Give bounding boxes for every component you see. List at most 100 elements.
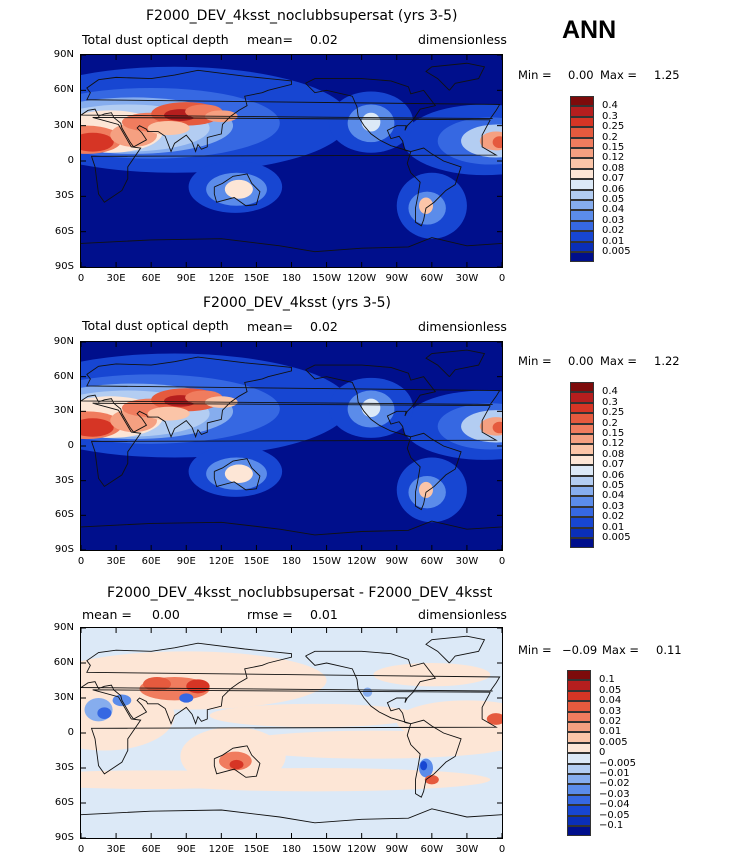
panel-1-map	[80, 54, 503, 268]
coastline	[90, 402, 498, 488]
colorbar-label: 0.02	[599, 716, 622, 727]
y-tick-label: 90N	[53, 49, 74, 60]
field-contour	[179, 693, 194, 703]
colorbar-label: −0.03	[599, 788, 630, 800]
coastline	[425, 635, 486, 664]
colorbar-label: 0.15	[602, 428, 625, 439]
panel-2-units: dimensionless	[418, 319, 507, 334]
colorbar-swatch	[567, 826, 591, 837]
panel-1-variable-label: Total dust optical depth	[82, 32, 229, 47]
colorbar-label: 0.15	[602, 142, 625, 153]
y-tick-label: 0	[67, 440, 74, 451]
panel-1-units: dimensionless	[418, 32, 507, 47]
colorbar-swatch	[570, 189, 594, 200]
colorbar-label: 0.12	[602, 438, 625, 450]
colorbar-label: 0.05	[599, 684, 622, 696]
field-contour	[186, 679, 210, 694]
panel-1-mean-value: 0.02	[310, 32, 338, 47]
panel-3-max-label: Max =	[602, 643, 640, 657]
colorbar-label: 0.12	[602, 152, 625, 164]
colorbar-swatch	[570, 434, 594, 445]
colorbar-label: 0.08	[602, 448, 625, 460]
field-contour	[209, 703, 421, 728]
y-tick-label: 30S	[54, 474, 74, 486]
colorbar-label: 0.07	[602, 459, 625, 471]
colorbar-swatch	[570, 465, 594, 476]
colorbar-swatch	[570, 517, 594, 528]
colorbar-label: 0.25	[602, 407, 625, 419]
y-tick-label: 30S	[54, 762, 74, 773]
coastline	[81, 642, 501, 726]
field-contour	[418, 481, 434, 498]
panel-3-max-value: 0.11	[656, 643, 682, 657]
colorbar-label: −0.05	[599, 809, 630, 821]
panel-2-mean-value: 0.02	[310, 319, 338, 334]
colorbar-label: 0.005	[599, 736, 628, 748]
coastline	[81, 520, 502, 536]
colorbar-swatch	[567, 815, 591, 826]
x-tick-label: 90E	[176, 273, 196, 284]
panel-3-mean-label: mean =	[82, 607, 132, 622]
field-contour	[492, 136, 502, 149]
field-contour	[97, 707, 112, 719]
panel-2-mean-label: mean=	[247, 319, 293, 334]
field-contour	[396, 700, 502, 743]
field-contour	[361, 112, 381, 132]
x-tick-label: 0	[77, 273, 85, 284]
colorbar-swatch	[570, 392, 594, 403]
colorbar-label: 0.07	[602, 173, 625, 185]
y-tick-label: 90S	[54, 261, 74, 272]
colorbar-label: 0.05	[602, 480, 625, 491]
field-contour	[147, 120, 190, 136]
field-contour	[361, 398, 381, 418]
y-tick-label: 60S	[54, 797, 74, 808]
y-tick-label: 0	[67, 155, 74, 166]
colorbar-label: 0.01	[599, 726, 622, 738]
colorbar-swatch	[570, 402, 594, 414]
colorbar-label: 0.06	[602, 469, 625, 481]
x-tick-label: 120E	[208, 273, 235, 284]
colorbar-label: 0.4	[602, 386, 618, 398]
colorbar-swatch	[567, 690, 591, 702]
x-tick-label: 60E	[141, 273, 161, 284]
x-tick-label: 0	[498, 844, 506, 855]
colorbar-swatch	[570, 106, 594, 117]
field-contour	[420, 761, 428, 771]
panel-3-rmse-value: 0.01	[310, 607, 338, 622]
colorbar-swatch	[570, 231, 594, 242]
colorbar-swatch	[570, 116, 594, 128]
panel-2-max-label: Max =	[600, 354, 638, 368]
panel-1-min-value: 0.00	[568, 68, 594, 82]
coastline	[81, 69, 501, 153]
x-tick-label: 30W	[455, 556, 479, 567]
y-tick-label: 30N	[53, 405, 74, 417]
colorbar-swatch	[570, 179, 594, 190]
field-contour	[492, 421, 502, 434]
panel-1-title: F2000_DEV_4ksst_noclubbsupersat (yrs 3-5…	[146, 8, 458, 24]
x-tick-label: 90E	[176, 844, 196, 855]
field-contour	[139, 768, 491, 792]
colorbar-label: −0.04	[599, 799, 630, 811]
colorbar-swatch	[570, 200, 594, 211]
y-tick-label: 30N	[53, 119, 74, 131]
x-tick-label: 90W	[385, 844, 409, 855]
colorbar-label: 0.04	[602, 204, 625, 216]
x-tick-label: 30W	[455, 273, 479, 284]
field-contour	[224, 464, 253, 483]
x-tick-label: 0	[498, 273, 506, 284]
coastline	[425, 349, 486, 377]
x-tick-label: 30E	[106, 556, 126, 567]
colorbar-label: 0.2	[602, 131, 618, 143]
colorbar-swatch	[567, 753, 591, 764]
colorbar-swatch	[570, 486, 594, 497]
colorbar-swatch	[570, 423, 594, 434]
panel-2-min-value: 0.00	[568, 354, 594, 368]
x-tick-label: 120W	[347, 556, 377, 567]
x-tick-label: 150E	[243, 844, 270, 855]
colorbar-swatch	[570, 220, 594, 232]
x-tick-label: 0	[498, 556, 506, 567]
coastline	[406, 719, 462, 798]
colorbar-swatch	[570, 454, 594, 466]
colorbar-label: 0.3	[602, 110, 618, 122]
colorbar-swatch	[570, 496, 594, 507]
